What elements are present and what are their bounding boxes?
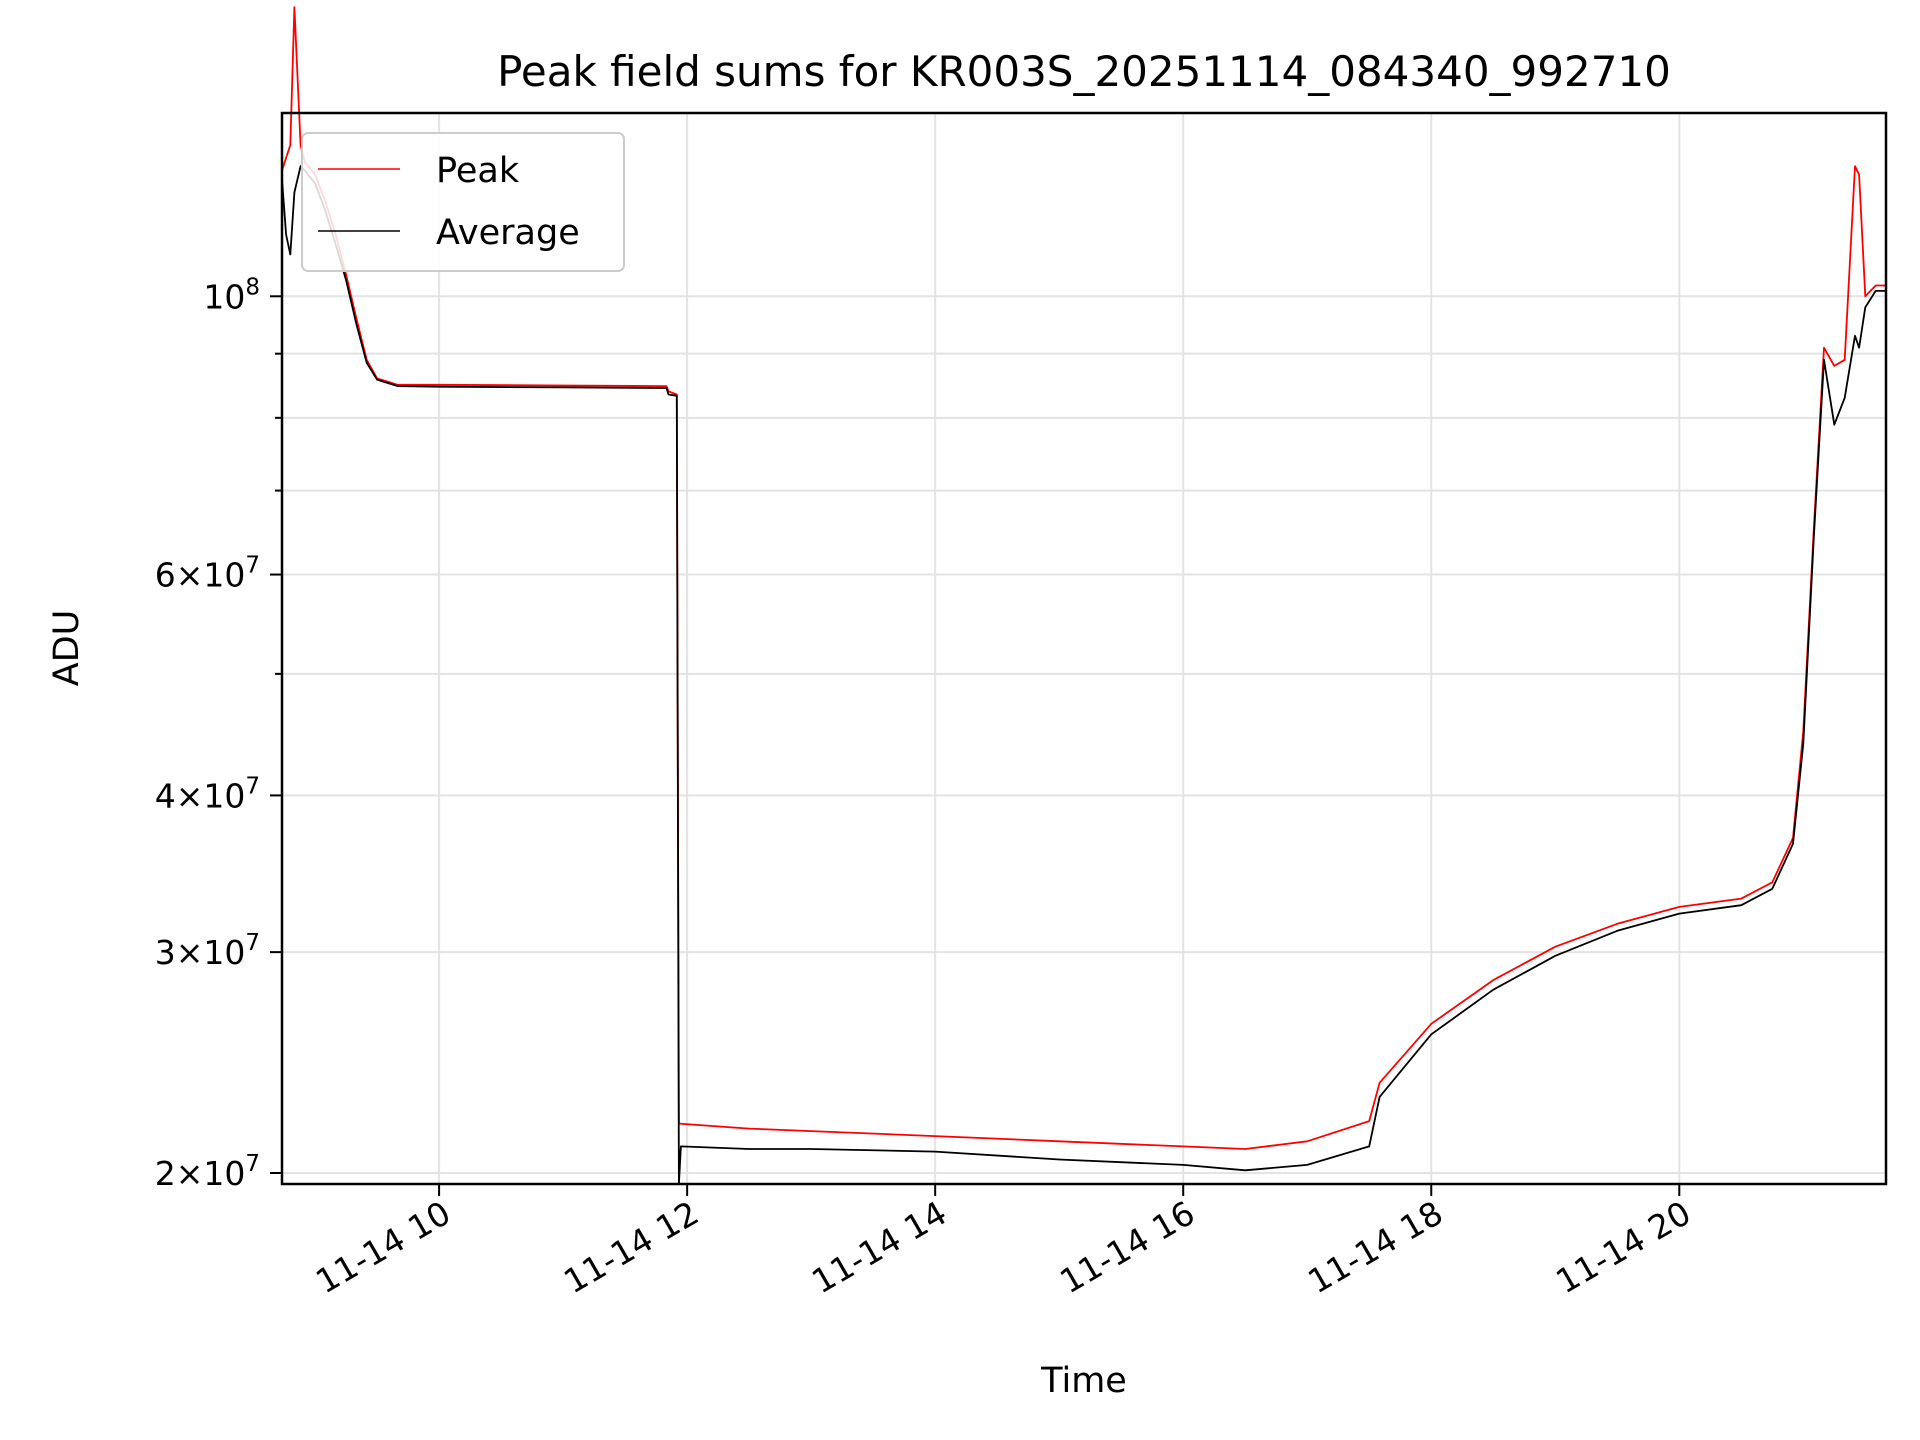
chart-title: Peak field sums for KR003S_20251114_0843… <box>497 47 1671 96</box>
y-tick-label: 4×107 <box>155 773 260 815</box>
x-axis-label: Time <box>1040 1361 1127 1401</box>
legend-label-average: Average <box>436 213 580 253</box>
legend: Peak Average <box>301 132 625 272</box>
plot-frame <box>280 111 1888 1186</box>
y-axis-label: ADU <box>47 610 87 687</box>
y-tick-label: 3×107 <box>155 930 260 972</box>
y-tick-label: 108 <box>203 274 260 316</box>
y-tick-label: 6×107 <box>155 553 260 595</box>
legend-label-peak: Peak <box>436 151 520 191</box>
grid-layer <box>282 113 1886 1184</box>
legend-box <box>301 132 625 272</box>
y-tick-label: 2×107 <box>155 1151 260 1193</box>
